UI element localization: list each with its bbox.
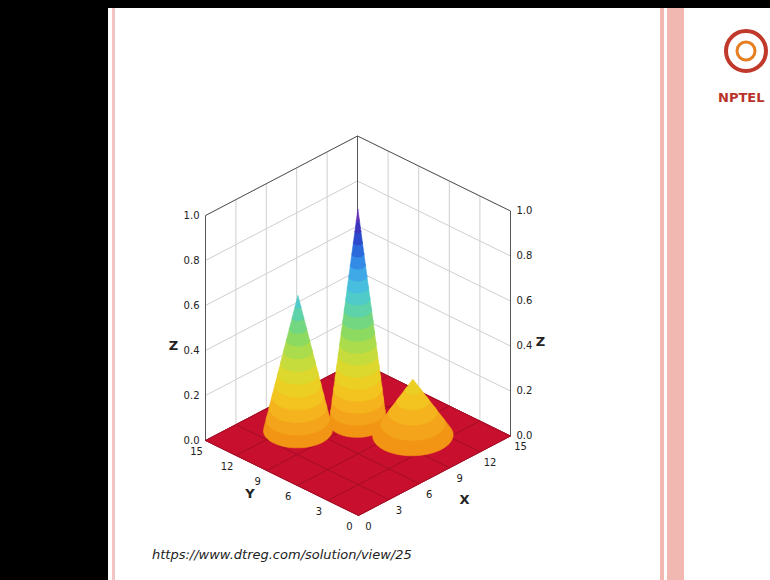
svg-text:0.0: 0.0 (517, 430, 533, 441)
svg-text:Z: Z (169, 338, 178, 353)
svg-text:0.2: 0.2 (184, 390, 200, 401)
svg-text:9: 9 (255, 476, 261, 487)
svg-text:0: 0 (365, 521, 371, 532)
svg-text:0.2: 0.2 (517, 385, 533, 396)
html-text:https://www.dtreg.com/solution: https://www.dtreg.com/solution/view/25 (152, 547, 412, 562)
svg-text:6: 6 (426, 489, 432, 500)
svg-text:3: 3 (316, 506, 322, 517)
svg-text:0.6: 0.6 (517, 295, 533, 306)
svg-text:0.8: 0.8 (517, 250, 533, 261)
svg-text:15: 15 (514, 441, 527, 452)
svg-text:9: 9 (457, 473, 463, 484)
svg-text:0: 0 (346, 521, 352, 532)
svg-text:15: 15 (190, 446, 203, 457)
svg-text:0.4: 0.4 (517, 340, 533, 351)
svg-text:Z: Z (536, 334, 545, 349)
svg-text:1.0: 1.0 (517, 205, 533, 216)
svg-text:Y: Y (244, 486, 255, 501)
svg-text:0.6: 0.6 (184, 300, 200, 311)
svg-text:3: 3 (396, 505, 402, 516)
svg-text:0.4: 0.4 (184, 345, 200, 356)
svg-text:1.0: 1.0 (184, 210, 200, 221)
svg-text:6: 6 (285, 491, 291, 502)
svg-text:0.8: 0.8 (184, 255, 200, 266)
svg-text:X: X (459, 492, 469, 507)
svg-text:12: 12 (221, 461, 234, 472)
svg-text:12: 12 (484, 457, 497, 468)
svg-text:0.0: 0.0 (184, 435, 200, 446)
html-text:NPTEL: NPTEL (718, 90, 765, 105)
